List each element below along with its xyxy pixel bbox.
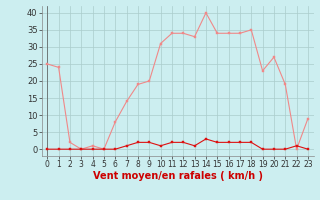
X-axis label: Vent moyen/en rafales ( km/h ): Vent moyen/en rafales ( km/h ) [92,171,263,181]
